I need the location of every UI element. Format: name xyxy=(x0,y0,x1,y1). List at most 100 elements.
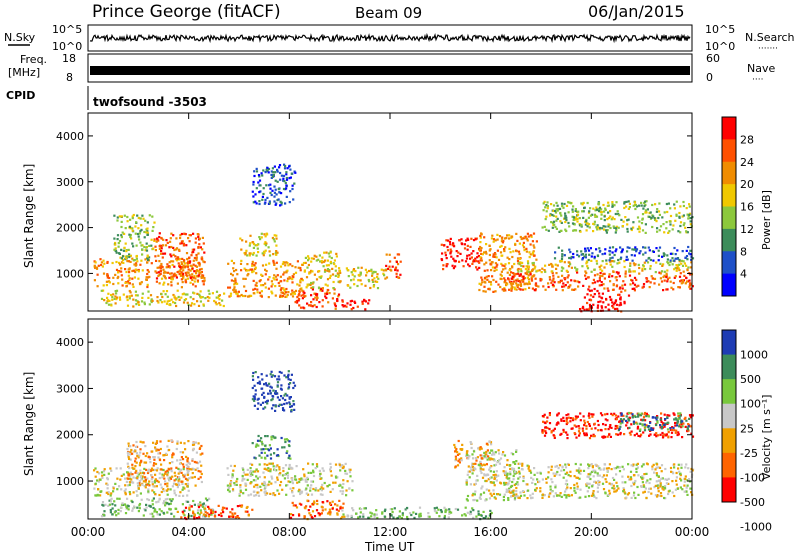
scatter-cell xyxy=(294,475,297,478)
scatter-cell xyxy=(632,204,635,207)
scatter-cell xyxy=(576,253,579,256)
scatter-cell xyxy=(646,479,649,482)
scatter-cell xyxy=(688,286,691,289)
scatter-cell xyxy=(175,447,178,451)
scatter-cell xyxy=(664,478,667,481)
scatter-cell xyxy=(666,258,669,261)
scatter-cell xyxy=(170,499,173,503)
scatter-cell xyxy=(251,386,254,390)
scatter-cell xyxy=(266,196,269,199)
scatter-cell xyxy=(661,485,665,489)
scatter-cell xyxy=(173,479,176,482)
scatter-cell xyxy=(667,477,670,480)
scatter-cell xyxy=(494,253,497,256)
scatter-cell xyxy=(629,470,633,473)
scatter-cell xyxy=(112,486,115,489)
scatter-cell xyxy=(171,498,174,501)
scatter-cell xyxy=(279,294,282,297)
scatter-cell xyxy=(478,288,481,292)
scatter-cell xyxy=(315,278,319,281)
scatter-cell xyxy=(267,483,270,486)
scatter-cell xyxy=(675,476,678,479)
scatter-cell xyxy=(162,290,165,293)
scatter-cell xyxy=(129,218,132,221)
scatter-cell xyxy=(666,478,669,481)
scatter-cell xyxy=(298,284,301,287)
scatter-cell xyxy=(602,203,605,207)
scatter-cell xyxy=(672,288,675,291)
scatter-cell xyxy=(269,492,272,495)
scatter-cell xyxy=(341,490,345,493)
scatter-cell xyxy=(276,385,279,388)
scatter-cell xyxy=(126,298,129,302)
scatter-cell xyxy=(287,264,290,267)
scatter-cell xyxy=(625,496,628,499)
scatter-cell xyxy=(157,239,160,242)
scatter-cell xyxy=(460,457,463,460)
scatter-cell xyxy=(627,411,631,415)
scatter-cell xyxy=(619,425,622,428)
scatter-cell xyxy=(545,477,548,480)
scatter-cell xyxy=(458,452,461,455)
scatter-cell xyxy=(568,248,571,251)
scatter-cell xyxy=(123,214,126,217)
scatter-cell xyxy=(163,500,166,503)
scatter-cell xyxy=(679,224,682,228)
colorbar-segment xyxy=(722,251,736,275)
scatter-cell xyxy=(688,252,691,255)
scatter-cell xyxy=(616,425,619,428)
scatter-cell xyxy=(481,476,485,479)
scatter-cell xyxy=(674,253,677,256)
scatter-cell xyxy=(632,262,635,265)
scatter-cell xyxy=(489,477,492,480)
scatter-cell xyxy=(181,458,185,461)
scatter-cell xyxy=(611,204,614,207)
scatter-cell xyxy=(244,488,248,491)
scatter-cell xyxy=(284,165,287,168)
scatter-cell xyxy=(258,382,262,385)
scatter-cell xyxy=(584,277,588,280)
scatter-cell xyxy=(176,510,179,513)
scatter-cell xyxy=(324,268,327,271)
scatter-cell xyxy=(625,258,628,261)
scatter-cell xyxy=(153,239,156,242)
scatter-cell xyxy=(632,483,636,486)
scatter-cell xyxy=(553,427,556,430)
scatter-cell xyxy=(492,481,495,484)
scatter-cell xyxy=(633,201,637,204)
scatter-cell xyxy=(260,451,263,454)
scatter-cell xyxy=(555,201,558,204)
scatter-cell xyxy=(685,463,688,466)
scatter-cell xyxy=(147,498,150,502)
scatter-cell xyxy=(608,492,611,495)
scatter-cell xyxy=(108,276,111,280)
scatter-cell xyxy=(186,271,189,274)
scatter-cell xyxy=(344,469,347,472)
scatter-cell xyxy=(127,442,130,445)
scatter-cell xyxy=(146,227,149,230)
scatter-cell xyxy=(514,472,517,475)
scatter-cell xyxy=(564,472,567,475)
scatter-cell xyxy=(179,265,182,268)
scatter-cell xyxy=(649,421,652,424)
scatter-cell xyxy=(453,443,456,447)
scatter-cell xyxy=(506,459,509,462)
scatter-cell xyxy=(160,293,163,296)
scatter-cell xyxy=(590,494,593,497)
scatter-cell xyxy=(569,420,572,423)
scatter-cell xyxy=(232,262,236,265)
scatter-cell xyxy=(324,508,327,511)
scatter-cell xyxy=(588,307,591,310)
scatter-cell xyxy=(137,487,140,490)
scatter-cell xyxy=(609,257,612,260)
scatter-cell xyxy=(321,261,324,264)
scatter-cell xyxy=(618,420,621,423)
scatter-cell xyxy=(228,490,231,493)
scatter-cell xyxy=(675,264,678,267)
scatter-cell xyxy=(611,301,614,304)
scatter-cell xyxy=(249,473,253,476)
scatter-cell xyxy=(560,418,563,421)
scatter-cell xyxy=(283,163,286,166)
scatter-cell xyxy=(476,499,479,502)
